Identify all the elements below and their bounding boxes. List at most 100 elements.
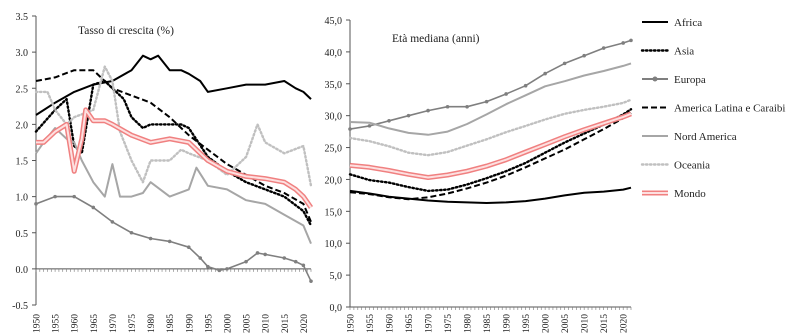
age-chart-title: Età mediana (anni) <box>392 33 480 45</box>
age-x-tick-label: 1990 <box>503 314 513 333</box>
legend-item-europa-label: Europa <box>674 74 706 86</box>
age-x-tick-label: 2020 <box>620 314 630 333</box>
growth-series-europa-point <box>206 264 210 269</box>
age-series-mondo-inner <box>349 112 632 179</box>
growth-series-europa-point <box>301 263 306 268</box>
legend-item-oceania-label: Oceania <box>674 160 710 172</box>
age-x-tick-label: 1970 <box>425 314 435 333</box>
age-x-tick-label: 1980 <box>464 314 474 333</box>
growth-x-tick-label: 1995 <box>204 314 214 333</box>
age-series-mondo <box>349 111 632 180</box>
growth-series-america-latina-e-caraibi <box>35 69 312 223</box>
growth-x-tick-label: 1990 <box>185 314 195 333</box>
growth-series-europa-point <box>263 252 267 257</box>
age-series-nord-america <box>349 62 632 136</box>
age-x-tick-label: 2010 <box>581 314 591 333</box>
legend-item-europa-marker <box>652 76 658 82</box>
age-y-tick-label: 20,0 <box>325 175 343 186</box>
age-y-tick-label: 5,0 <box>330 271 343 282</box>
age-y-tick-label: 45,0 <box>325 16 343 27</box>
age-y-tick-label: 40,0 <box>325 48 343 59</box>
growth-series-africa <box>35 54 312 116</box>
growth-x-tick-label: 1960 <box>71 314 81 333</box>
growth-series-europa-point <box>53 194 57 199</box>
age-series-asia <box>348 108 633 193</box>
growth-series-europa-point <box>282 256 287 260</box>
age-series-europa-point <box>387 118 391 123</box>
age-x-tick-label: 1995 <box>522 314 532 333</box>
age-x-tick-label: 1950 <box>347 314 357 333</box>
age-series-europa-point <box>445 104 450 109</box>
growth-chart-title: Tasso di crescita (%) <box>78 25 174 37</box>
age-series-europa-point <box>523 83 528 88</box>
growth-series-europa-point <box>198 256 203 260</box>
growth-series-mondo-inner <box>36 108 312 209</box>
age-series-europa-point <box>621 41 625 45</box>
age-y-tick-label: 35,0 <box>325 80 343 91</box>
age-x-tick-label: 2005 <box>561 314 571 333</box>
age-series-europa-point <box>543 71 547 76</box>
age-series-europa-point <box>348 127 352 131</box>
age-series-europa-point <box>504 92 508 96</box>
growth-x-tick-label: 2020 <box>300 314 310 333</box>
growth-x-tick-label: 1980 <box>147 314 157 333</box>
age-series-europa-point <box>562 61 567 66</box>
legend-item-mondo-label: Mondo <box>674 188 706 200</box>
growth-x-tick-label: 2010 <box>262 314 272 333</box>
growth-x-tick-label: 1975 <box>128 314 138 333</box>
age-series-europa-point <box>406 113 411 118</box>
age-series-europa-point <box>601 46 606 50</box>
age-series-europa-point <box>426 108 430 113</box>
growth-x-tick-label: 1965 <box>90 314 100 333</box>
growth-series-europa-point <box>72 194 76 199</box>
age-series-america-latina-e-caraibi <box>349 112 632 201</box>
age-series-oceania <box>348 98 633 157</box>
age-y-tick-label: 15,0 <box>325 207 343 218</box>
growth-x-tick-label: 2005 <box>243 314 253 333</box>
growth-y-tick-label: 3.0 <box>16 48 29 59</box>
age-x-tick-label: 1960 <box>386 314 396 333</box>
growth-series-europa-point <box>217 268 222 273</box>
growth-y-tick-label: 0.0 <box>16 265 29 276</box>
age-series-europa-point <box>367 124 372 128</box>
growth-x-tick-label: 2015 <box>281 314 291 333</box>
growth-series-europa-point <box>91 205 96 210</box>
growth-series-europa-point <box>148 236 153 241</box>
growth-series-europa-point <box>186 245 191 249</box>
growth-y-tick-label: 1.0 <box>16 193 29 204</box>
growth-series-europa-point <box>129 230 134 235</box>
age-y-tick-label: 0,0 <box>330 303 343 314</box>
age-series-europa-point <box>582 53 586 58</box>
growth-series-europa-point <box>167 239 172 244</box>
age-series-europa <box>349 39 632 130</box>
age-series-europa-point <box>629 38 633 43</box>
legend: Africa Asia Europa America Latina e Caraibi… <box>640 17 785 200</box>
growth-y-tick-label: 3.5 <box>16 12 29 23</box>
age-x-tick-label: 1985 <box>483 314 493 333</box>
growth-y-tick-label: 2.0 <box>16 120 29 131</box>
age-x-tick-label: 1965 <box>405 314 415 333</box>
growth-series-europa-point <box>309 279 313 283</box>
age-y-tick-label: 30,0 <box>325 112 343 123</box>
growth-series-europa-point <box>34 202 38 206</box>
growth-y-tick-label: -0.5 <box>12 301 28 312</box>
growth-series-europa-point <box>225 267 229 271</box>
growth-x-tick-label: 1955 <box>52 314 62 333</box>
age-x-tick-label: 2000 <box>542 314 552 333</box>
age-series-europa-point <box>465 104 469 109</box>
growth-x-tick-label: 1950 <box>33 314 43 333</box>
growth-y-tick-label: 2.5 <box>16 84 29 95</box>
legend-item-america-latina-e-caraibi-label: America Latina e Caraibi <box>674 103 785 115</box>
growth-series-europa-point <box>244 259 248 264</box>
growth-y-tick-label: 1.5 <box>16 157 29 168</box>
growth-series-oceania <box>34 65 313 188</box>
growth-series-europa-point <box>293 259 298 264</box>
growth-x-tick-label: 2000 <box>223 314 233 333</box>
age-y-tick-label: 10,0 <box>325 239 343 250</box>
growth-series-europa-point <box>255 251 260 255</box>
age-x-tick-label: 1975 <box>444 314 454 333</box>
legend-item-asia-label: Asia <box>674 46 694 58</box>
growth-series-europa-point <box>110 220 115 224</box>
growth-x-tick-label: 1970 <box>109 314 119 333</box>
